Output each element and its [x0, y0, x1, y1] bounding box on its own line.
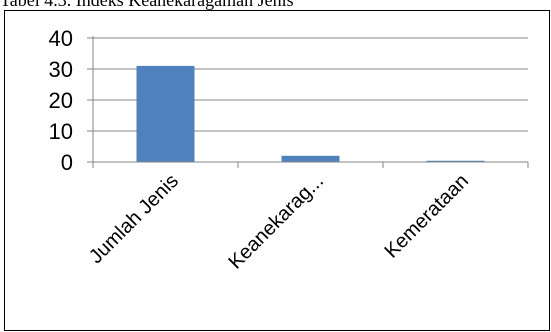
- y-tick-label: 20: [49, 88, 73, 113]
- x-tick-label: Keanekarag...: [224, 170, 328, 274]
- x-axis: Jumlah Jenis Keanekarag... Kemerataan: [85, 161, 529, 274]
- y-tick-label: 30: [49, 57, 73, 82]
- y-tick-label: 40: [49, 26, 73, 51]
- y-tick-label: 0: [61, 150, 73, 175]
- y-axis: 0 10 20 30 40: [49, 26, 94, 175]
- bar: [136, 65, 195, 162]
- x-tick-label: Jumlah Jenis: [85, 170, 183, 268]
- x-tick-label: Kemerataan: [380, 170, 473, 263]
- y-tick-label: 10: [49, 119, 73, 144]
- chart-caption: Tabel 4.3. Indeks Keanekaragaman Jenis: [0, 0, 294, 10]
- bar: [281, 155, 340, 162]
- chart-frame: [4, 10, 550, 331]
- bars: [136, 65, 485, 162]
- bar: [426, 160, 485, 162]
